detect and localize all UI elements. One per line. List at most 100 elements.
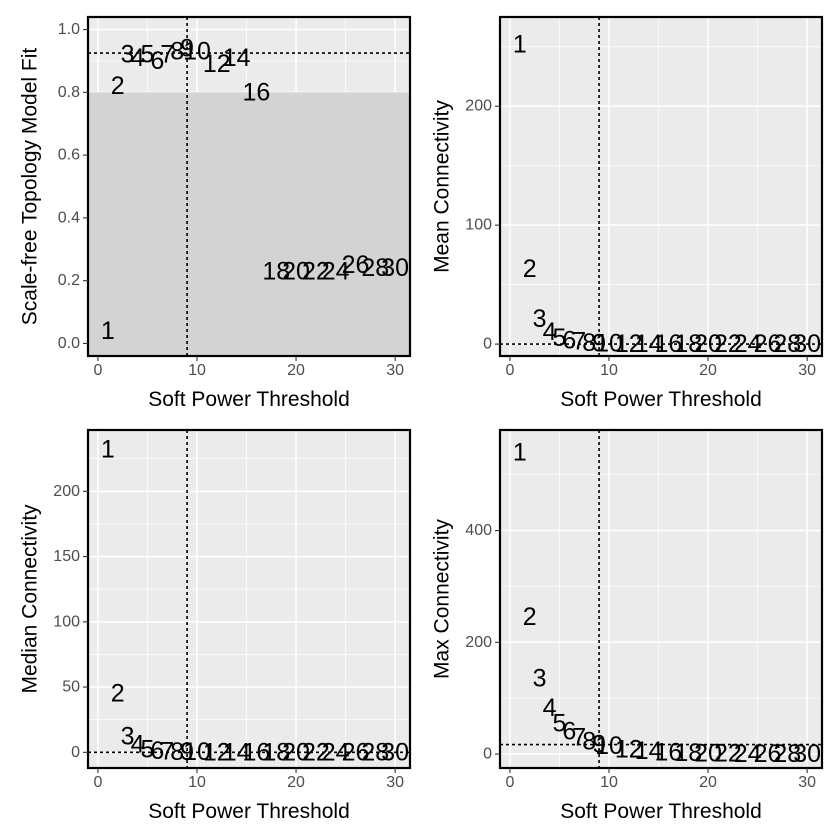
y-tick-label: 200 bbox=[465, 634, 492, 651]
point-label-18: 18 bbox=[674, 330, 702, 358]
x-axis-title: Soft Power Threshold bbox=[560, 388, 762, 411]
point-label-5: 5 bbox=[552, 324, 566, 352]
point-label-1: 1 bbox=[101, 436, 115, 464]
plot-background bbox=[500, 430, 822, 768]
x-axis-title: Soft Power Threshold bbox=[148, 388, 350, 411]
point-label-16: 16 bbox=[243, 78, 271, 106]
point-label-8: 8 bbox=[170, 738, 184, 766]
y-tick-label: 0.8 bbox=[58, 84, 80, 101]
point-label-16: 16 bbox=[655, 738, 683, 766]
point-label-12: 12 bbox=[203, 50, 231, 78]
plot-background bbox=[88, 430, 410, 768]
point-label-30: 30 bbox=[793, 330, 821, 358]
point-label-26: 26 bbox=[754, 330, 782, 358]
point-label-18: 18 bbox=[262, 257, 290, 285]
y-tick-label: 0.0 bbox=[58, 335, 80, 352]
point-label-30: 30 bbox=[381, 254, 409, 282]
point-label-8: 8 bbox=[170, 38, 184, 66]
point-label-1: 1 bbox=[513, 30, 527, 58]
point-label-3: 3 bbox=[533, 665, 547, 693]
x-axis-title: Soft Power Threshold bbox=[560, 800, 762, 823]
point-label-20: 20 bbox=[282, 257, 310, 285]
point-label-2: 2 bbox=[523, 603, 537, 631]
point-label-8: 8 bbox=[582, 728, 596, 756]
point-label-4: 4 bbox=[131, 731, 145, 759]
point-label-1: 1 bbox=[101, 317, 115, 345]
x-axis-title: Soft Power Threshold bbox=[148, 800, 350, 823]
point-label-3: 3 bbox=[533, 305, 547, 333]
panel-border bbox=[86, 428, 412, 770]
point-label-6: 6 bbox=[150, 47, 164, 75]
point-label-18: 18 bbox=[674, 739, 702, 767]
y-tick-label: 400 bbox=[465, 522, 492, 539]
x-tick-label: 20 bbox=[287, 362, 305, 379]
x-tick-label: 20 bbox=[699, 362, 717, 379]
shaded-region bbox=[88, 92, 410, 356]
y-axis-title: Max Connectivity bbox=[431, 519, 454, 679]
point-label-3: 3 bbox=[121, 41, 135, 69]
point-label-4: 4 bbox=[131, 44, 145, 72]
point-label-26: 26 bbox=[342, 251, 370, 279]
x-tick-label: 30 bbox=[386, 362, 404, 379]
x-tick-label: 10 bbox=[188, 362, 206, 379]
y-tick-label: 0 bbox=[483, 336, 492, 353]
y-tick-label: 0.4 bbox=[58, 209, 80, 226]
x-tick-label: 20 bbox=[699, 774, 717, 791]
x-tick-label: 30 bbox=[798, 362, 816, 379]
point-label-5: 5 bbox=[552, 709, 566, 737]
x-tick-label: 30 bbox=[386, 774, 404, 791]
x-tick-label: 0 bbox=[93, 362, 102, 379]
y-tick-label: 0.6 bbox=[58, 147, 80, 164]
point-label-7: 7 bbox=[572, 328, 586, 356]
y-axis-title: Median Connectivity bbox=[19, 504, 42, 694]
point-label-2: 2 bbox=[523, 255, 537, 283]
y-tick-label: 150 bbox=[53, 548, 80, 565]
point-label-6: 6 bbox=[562, 718, 576, 746]
y-tick-label: 0 bbox=[71, 744, 80, 761]
y-tick-label: 100 bbox=[53, 613, 80, 630]
point-label-7: 7 bbox=[572, 723, 586, 751]
point-label-9: 9 bbox=[180, 738, 194, 766]
x-tick-label: 0 bbox=[505, 362, 514, 379]
y-axis-title: Scale-free Topology Model Fit bbox=[19, 48, 42, 326]
point-label-5: 5 bbox=[140, 736, 154, 764]
point-label-8: 8 bbox=[582, 329, 596, 357]
y-tick-label: 1.0 bbox=[58, 21, 80, 38]
point-label-16: 16 bbox=[655, 330, 683, 358]
y-tick-label: 50 bbox=[62, 679, 80, 696]
x-tick-label: 10 bbox=[600, 774, 618, 791]
point-label-1: 1 bbox=[513, 438, 527, 466]
point-label-4: 4 bbox=[543, 318, 557, 346]
x-tick-label: 0 bbox=[93, 774, 102, 791]
point-label-14: 14 bbox=[223, 44, 251, 72]
panel-border bbox=[498, 428, 824, 770]
y-tick-label: 0.2 bbox=[58, 272, 80, 289]
plot-background bbox=[500, 17, 822, 356]
point-label-2: 2 bbox=[111, 72, 125, 100]
panel-mean-connectivity: 1234567891012141618202224262830010203001… bbox=[431, 15, 824, 411]
point-label-6: 6 bbox=[562, 327, 576, 355]
x-tick-label: 10 bbox=[188, 774, 206, 791]
x-tick-label: 0 bbox=[505, 774, 514, 791]
point-label-6: 6 bbox=[150, 737, 164, 765]
point-label-4: 4 bbox=[543, 694, 557, 722]
point-label-28: 28 bbox=[361, 254, 389, 282]
point-label-24: 24 bbox=[322, 257, 350, 285]
point-label-28: 28 bbox=[773, 330, 801, 358]
point-label-2: 2 bbox=[111, 680, 125, 708]
point-label-14: 14 bbox=[635, 737, 663, 765]
x-tick-label: 30 bbox=[798, 774, 816, 791]
panel-border bbox=[498, 15, 824, 358]
point-label-12: 12 bbox=[615, 736, 643, 764]
panel-border bbox=[86, 15, 412, 358]
point-label-14: 14 bbox=[635, 330, 663, 358]
y-tick-label: 100 bbox=[465, 217, 492, 234]
x-tick-label: 10 bbox=[600, 362, 618, 379]
point-label-12: 12 bbox=[615, 330, 643, 358]
x-tick-label: 20 bbox=[287, 774, 305, 791]
point-label-3: 3 bbox=[121, 723, 135, 751]
y-tick-label: 0 bbox=[483, 746, 492, 763]
